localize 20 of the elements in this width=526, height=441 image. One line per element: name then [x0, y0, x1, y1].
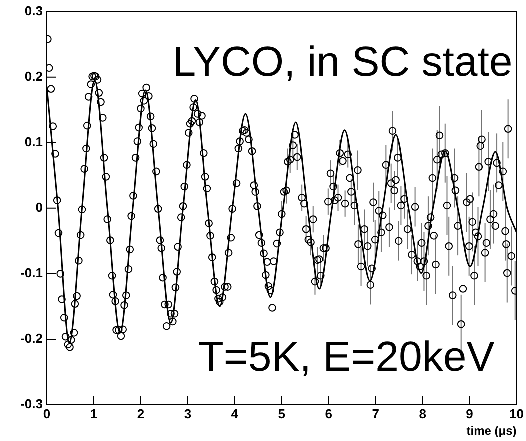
x-tick-label: 9 — [466, 406, 474, 422]
x-tick-label: 3 — [184, 406, 192, 422]
annotation: T=5K, E=20keV — [198, 333, 495, 380]
y-tick-label: 0.1 — [24, 134, 43, 150]
x-tick-label: 5 — [278, 406, 286, 422]
y-tick-label: 0 — [36, 200, 43, 215]
y-tick-label: 0.2 — [24, 68, 43, 84]
y-tick-label: -0.1 — [20, 266, 43, 281]
annotation: LYCO, in SC state — [172, 38, 513, 85]
x-tick-label: 8 — [419, 406, 426, 422]
y-tick-label: 0.3 — [24, 3, 43, 18]
x-tick-label: 1 — [90, 406, 98, 422]
y-tick-label: -0.3 — [20, 396, 43, 412]
x-tick-label: 2 — [137, 406, 145, 422]
x-axis-title: time (μs) — [466, 424, 517, 438]
y-tick-label: -0.2 — [20, 331, 43, 346]
x-tick-label: 4 — [231, 406, 240, 422]
x-tick-label: 7 — [372, 406, 380, 422]
x-tick-label: 6 — [325, 406, 332, 422]
x-tick-label: 10 — [510, 406, 524, 422]
